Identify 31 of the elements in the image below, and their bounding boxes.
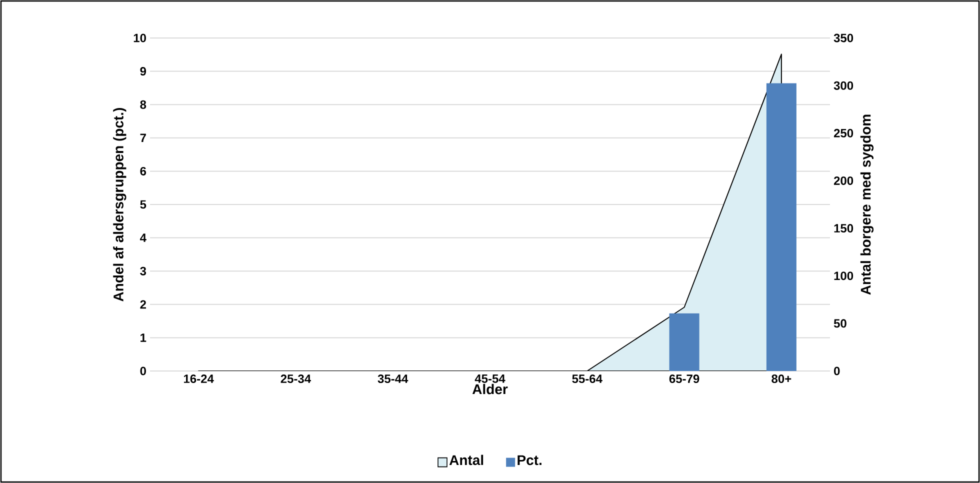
y-axis-title: Andel af aldersgruppen (pct.)	[113, 108, 126, 302]
y-tick-label: 9	[140, 67, 146, 76]
y2-tick-label: 50	[834, 319, 846, 328]
y2-tick-label: 300	[834, 81, 854, 90]
y-tick-label: 5	[140, 200, 146, 209]
y-tick-label: 1	[140, 334, 146, 342]
x-tick-label: 80+	[772, 374, 792, 384]
x-tick-label: 35-44	[378, 374, 408, 384]
y-tick-label: 8	[140, 100, 146, 109]
legend-label: Pct.	[518, 455, 542, 466]
legend-label: Antal	[449, 454, 484, 466]
y-tick-label: 3	[140, 266, 146, 276]
y2-axis-title: Antal borgere med sygdom	[860, 114, 874, 295]
y2-tick-label: 350	[834, 34, 854, 42]
y2-tick-label: 100	[834, 272, 854, 280]
x-tick-label: 16-24	[184, 374, 214, 384]
y-tick-label: 10	[134, 34, 146, 42]
x-tick-label: 45-54	[474, 374, 506, 383]
y-tick-label: 4	[140, 234, 146, 242]
x-axis-title: Alder	[472, 384, 508, 394]
y-tick-label: 6	[140, 166, 146, 176]
y2-tick-label: 0	[834, 366, 840, 376]
y-tick-label: 0	[140, 366, 146, 376]
x-tick-label: 55-64	[572, 374, 602, 384]
x-tick-label: 25-34	[280, 374, 311, 384]
y-tick-label: 7	[140, 134, 146, 142]
y-tick-label: 2	[140, 300, 146, 309]
y2-tick-label: 250	[834, 128, 854, 138]
y2-tick-label: 150	[834, 224, 854, 233]
y2-tick-label: 200	[834, 176, 854, 185]
x-tick-label: 65-79	[669, 374, 700, 384]
